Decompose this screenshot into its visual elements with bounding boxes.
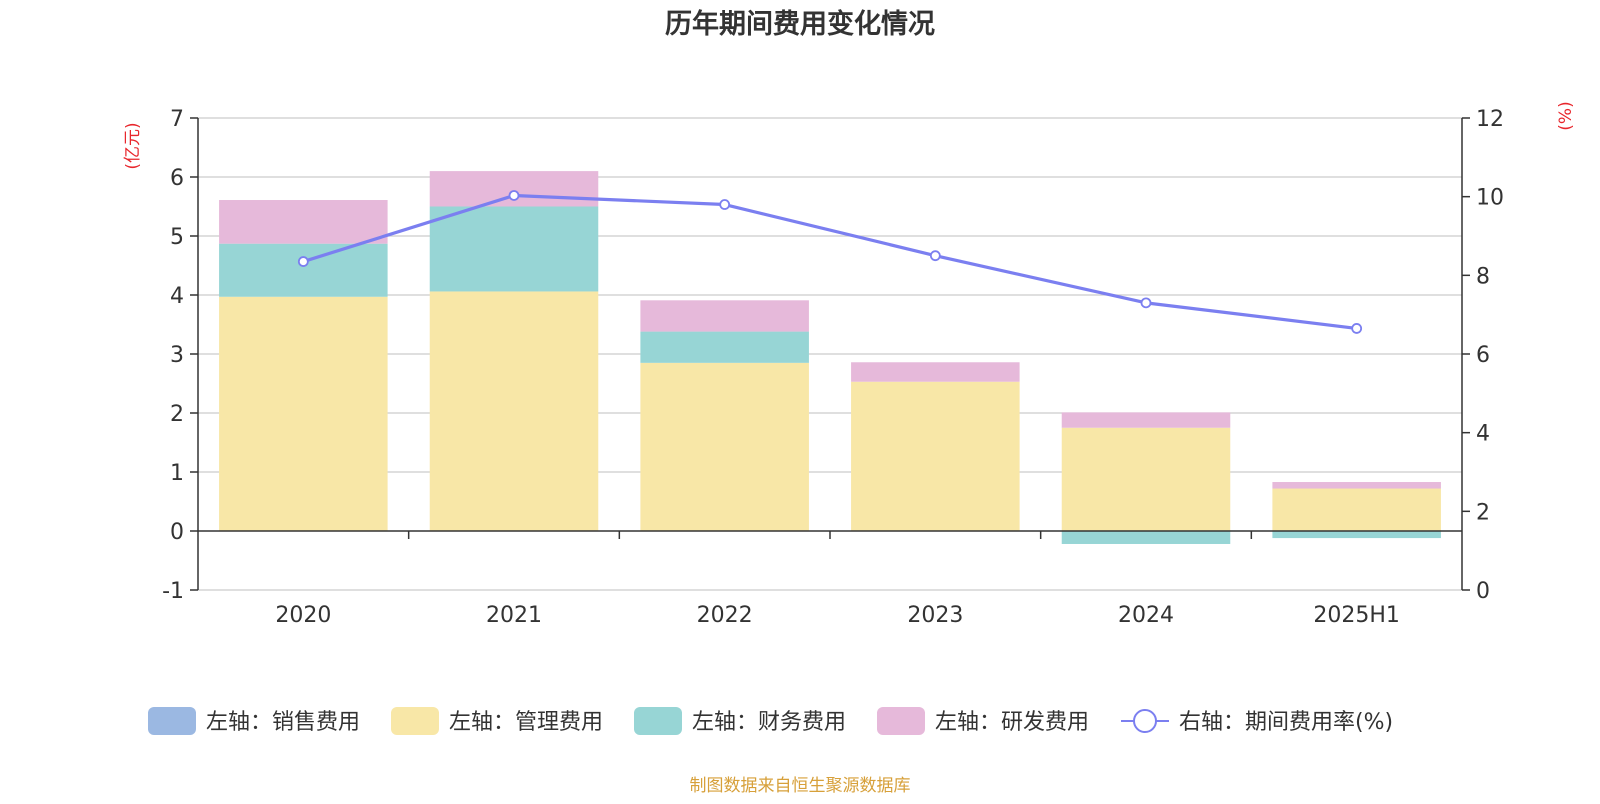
bar-layer: [219, 171, 1441, 544]
right-axis-tick-label: 10: [1476, 186, 1504, 211]
bar-segment: [1272, 488, 1441, 531]
bar-segment: [851, 381, 1020, 531]
left-axis-tick-label: 2: [170, 402, 184, 427]
legend-swatch: [391, 707, 439, 735]
right-axis-tick-label: 2: [1476, 500, 1490, 525]
right-axis-unit: (%): [1556, 101, 1576, 130]
legend-label[interactable]: 左轴：财务费用: [692, 710, 846, 735]
legend-label[interactable]: 左轴：销售费用: [206, 710, 360, 735]
x-axis-tick-label: 2023: [907, 603, 963, 628]
left-axis-tick-label: 3: [170, 343, 184, 368]
line-layer: [297, 190, 1363, 334]
bar-segment: [1061, 427, 1231, 531]
legend-swatch: [148, 707, 196, 735]
bar-segment: [429, 171, 599, 207]
source-note: 制图数据来自恒生聚源数据库: [690, 776, 911, 796]
chart-title: 历年期间费用变化情况: [665, 8, 935, 40]
bar-segment: [1272, 482, 1441, 489]
legend: 左轴：销售费用 左轴：管理费用 左轴：财务费用 左轴：研发费用 右轴：期间费用率(%): [148, 707, 1393, 735]
right-axis-tick-label: 4: [1476, 422, 1490, 447]
left-axis-tick-label: 1: [170, 461, 184, 486]
rate-point: [929, 250, 941, 262]
bar-segment: [429, 206, 599, 292]
legend-label[interactable]: 右轴：期间费用率(%): [1179, 710, 1393, 735]
left-axis-tick-label: -1: [162, 579, 184, 604]
x-axis-tick-label: 2024: [1118, 603, 1174, 628]
right-axis-tick-label: 8: [1476, 264, 1490, 289]
right-axis-tick-label: 6: [1476, 343, 1490, 368]
right-axis-tick-label: 0: [1476, 579, 1490, 604]
bar-segment: [429, 291, 599, 531]
x-axis-tick-label: 2025H1: [1313, 603, 1400, 628]
left-axis-tick-label: 5: [170, 225, 184, 250]
legend-swatch: [877, 707, 925, 735]
rate-point: [297, 256, 309, 267]
bar-segment: [640, 300, 809, 332]
bar-segment: [851, 362, 1020, 382]
left-axis-unit: (亿元): [123, 122, 143, 169]
legend-label[interactable]: 左轴：管理费用: [449, 710, 603, 735]
x-axis-tick-label: 2020: [275, 603, 331, 628]
legend-swatch: [634, 707, 682, 735]
bar-segment: [1061, 531, 1231, 544]
bar-segment: [219, 200, 388, 244]
x-axis-tick-label: 2022: [697, 603, 753, 628]
legend-marker: [1133, 709, 1157, 733]
right-axis-tick-label: 12: [1476, 107, 1504, 132]
rate-point: [508, 190, 520, 201]
bar-segment: [1061, 412, 1231, 428]
x-axis-tick-label: 2021: [486, 603, 542, 628]
bar-segment: [640, 331, 809, 363]
rate-point: [719, 199, 731, 210]
bar-segment: [219, 296, 388, 531]
bar-segment: [640, 362, 809, 531]
left-axis-tick-label: 6: [170, 166, 184, 191]
legend-label[interactable]: 左轴：研发费用: [935, 710, 1089, 735]
left-axis-tick-label: 7: [170, 107, 184, 132]
rate-line: [302, 193, 1357, 331]
left-axis-tick-label: 4: [170, 284, 184, 309]
bar-segment: [219, 243, 388, 297]
rate-point: [1351, 323, 1363, 334]
bar-segment: [1272, 531, 1441, 539]
rate-point: [1140, 297, 1152, 309]
grid-layer: [198, 117, 1462, 591]
left-axis-tick-label: 0: [170, 520, 184, 545]
